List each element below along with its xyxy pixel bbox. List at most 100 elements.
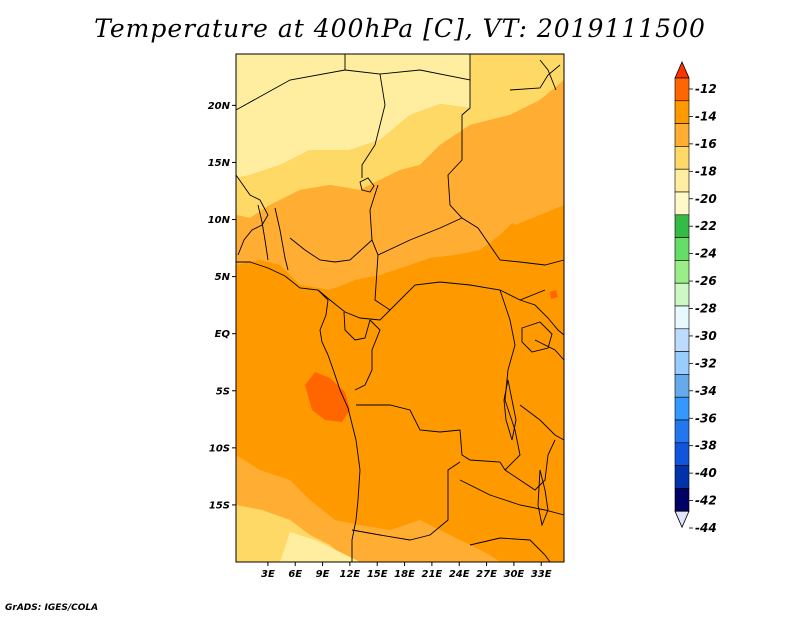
region-dark-orange-east-dot [550,290,558,299]
colorbar-top-triangle [674,61,690,79]
colorbar-label: -20 [695,192,717,206]
y-tick-label: 5N [215,272,231,283]
border-ghana [257,204,269,261]
x-tick-label: 12E [340,569,361,580]
lake-tanganyika [503,379,517,441]
colorbar-swatch [674,77,690,102]
colorbar-label: -44 [695,521,717,535]
region-light-orange-west [236,80,564,290]
colorbar-label: -16 [695,137,717,151]
border-angola-south [351,461,461,541]
y-tick-label: 10S [209,443,230,454]
border-sahara-1 [235,69,386,178]
colorbar: -12 -14 -16 -18 -20 -22 -24 -26 -28 -30 -32 -34 -36 -… [674,61,717,535]
border-libya [379,54,471,81]
y-tick-label: 10N [208,215,231,226]
y-tick-label: EQ [215,329,231,340]
colorbar-label: -42 [695,494,717,508]
colorbar-swatch [674,168,690,193]
colorbar-swatch [674,237,690,261]
colorbar-swatch [674,442,690,466]
region-yellow-sahel [236,54,564,218]
red-sea-coast [539,59,557,91]
chart-title: Temperature at 400hPa [C], VT: 201911150… [94,14,706,43]
colorbar-label: -26 [695,274,717,288]
colorbar-bottom-triangle [674,510,690,529]
y-axis: 20N 15N 10N 5N EQ 5S 10S 15S [208,101,236,511]
x-tick-label: 30E [504,569,525,580]
colorbar-label: -30 [695,329,717,343]
map-plot-area [235,53,565,563]
plot-frame [235,53,565,563]
colorbar-swatch [674,100,690,124]
colorbar-label: -12 [695,82,717,96]
x-tick-label: 24E [449,569,470,580]
colorbar-label: -38 [695,439,717,453]
region-dark-orange-angola [305,372,350,422]
region-pale-southwest [280,532,360,562]
colorbar-label: -36 [695,411,717,425]
x-tick-label: 6E [288,569,302,580]
x-axis: 3E 6E 9E 12E 15E 18E 21E 24E 27E 30E 33E [261,562,552,580]
colorbar-swatch [674,260,690,284]
border-gabon-congo [343,311,371,341]
x-tick-label: 15E [367,569,388,580]
x-tick-label: 27E [476,569,497,580]
colorbar-label: -14 [695,109,717,123]
colorbar-swatch [674,146,690,170]
coast-northwest [235,174,269,256]
x-tick-label: 9E [316,569,330,580]
colorbar-swatch [674,465,690,489]
colorbar-swatch [674,488,690,512]
x-tick-label: 21E [422,569,443,580]
colorbar-label: -22 [695,219,717,233]
border-chad-niger [369,184,391,311]
x-tick-label: 18E [394,569,415,580]
colorbar-swatch [674,282,690,307]
border-cameroon [317,289,391,321]
border-nigeria [289,237,373,263]
border-car [377,217,463,256]
colorbar-swatch [674,396,690,421]
colorbar-label: -24 [695,247,717,261]
lake-victoria [521,321,553,353]
border-tanzania [519,404,565,441]
y-tick-label: 20N [208,101,231,112]
border-kenya-tanzania [534,339,565,361]
colorbar-label: -40 [695,466,717,480]
border-togo [274,207,289,271]
colorbar-swatch [674,305,690,330]
colorbar-label: -32 [695,356,717,370]
border-zambia [504,439,556,491]
border-congo-drc [354,319,381,391]
region-light-yellow-north [236,54,470,178]
colorbar-swatch [674,123,690,147]
border-sudan-chad [447,80,565,266]
colorbar-swatch [674,351,690,375]
border-drc-east [499,289,521,471]
border-east-lakes [519,299,565,336]
coastline-west [236,261,361,562]
y-tick-label: 15S [209,500,230,511]
colorbar-swatch [674,328,690,352]
border-sudan-east [509,64,561,91]
border-mozambique [459,479,565,516]
y-tick-label: 15N [208,158,231,169]
border-drc-angola [356,404,506,471]
lake-malawi [537,469,549,527]
region-light-orange-east [488,150,564,225]
colorbar-label: -18 [695,164,717,178]
colorbar-label: -28 [695,302,717,316]
grads-credit: GrADS: IGES/COLA [5,603,99,613]
colorbar-swatch [674,214,690,238]
y-tick-label: 5S [216,386,230,397]
colorbar-swatch [674,419,690,444]
temperature-fill [236,54,564,562]
colorbar-swatch [674,374,690,398]
x-tick-label: 33E [531,569,552,580]
border-zimbabwe [469,537,551,563]
colorbar-swatch [674,191,690,216]
colorbar-label: -34 [695,384,717,398]
lake-chad [359,177,375,193]
